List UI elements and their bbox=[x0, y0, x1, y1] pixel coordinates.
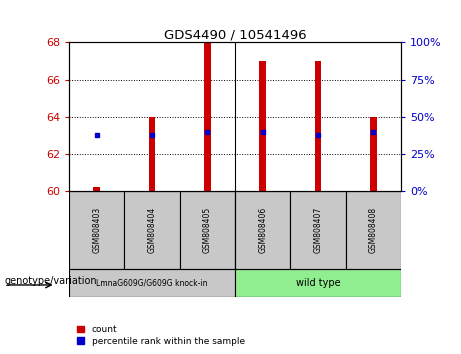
Text: LmnaG609G/G609G knock-in: LmnaG609G/G609G knock-in bbox=[96, 279, 208, 288]
Text: genotype/variation: genotype/variation bbox=[5, 276, 97, 286]
Legend: count, percentile rank within the sample: count, percentile rank within the sample bbox=[74, 321, 248, 349]
Text: GSM808408: GSM808408 bbox=[369, 207, 378, 253]
Text: wild type: wild type bbox=[296, 278, 340, 288]
Bar bbox=[260, 61, 266, 191]
Bar bbox=[180, 191, 235, 269]
Text: GSM808405: GSM808405 bbox=[203, 207, 212, 253]
Bar bbox=[149, 117, 155, 191]
Bar bbox=[235, 269, 401, 297]
Text: GSM808407: GSM808407 bbox=[313, 207, 323, 253]
Title: GDS4490 / 10541496: GDS4490 / 10541496 bbox=[164, 28, 307, 41]
Text: GSM808403: GSM808403 bbox=[92, 207, 101, 253]
Bar bbox=[290, 191, 346, 269]
Bar bbox=[235, 191, 290, 269]
Bar bbox=[315, 61, 321, 191]
Bar bbox=[370, 117, 377, 191]
Text: GSM808404: GSM808404 bbox=[148, 207, 157, 253]
Bar bbox=[69, 269, 235, 297]
Bar bbox=[69, 191, 124, 269]
Bar bbox=[94, 187, 100, 191]
Text: GSM808406: GSM808406 bbox=[258, 207, 267, 253]
Bar bbox=[204, 42, 211, 191]
Bar bbox=[346, 191, 401, 269]
Bar bbox=[124, 191, 180, 269]
